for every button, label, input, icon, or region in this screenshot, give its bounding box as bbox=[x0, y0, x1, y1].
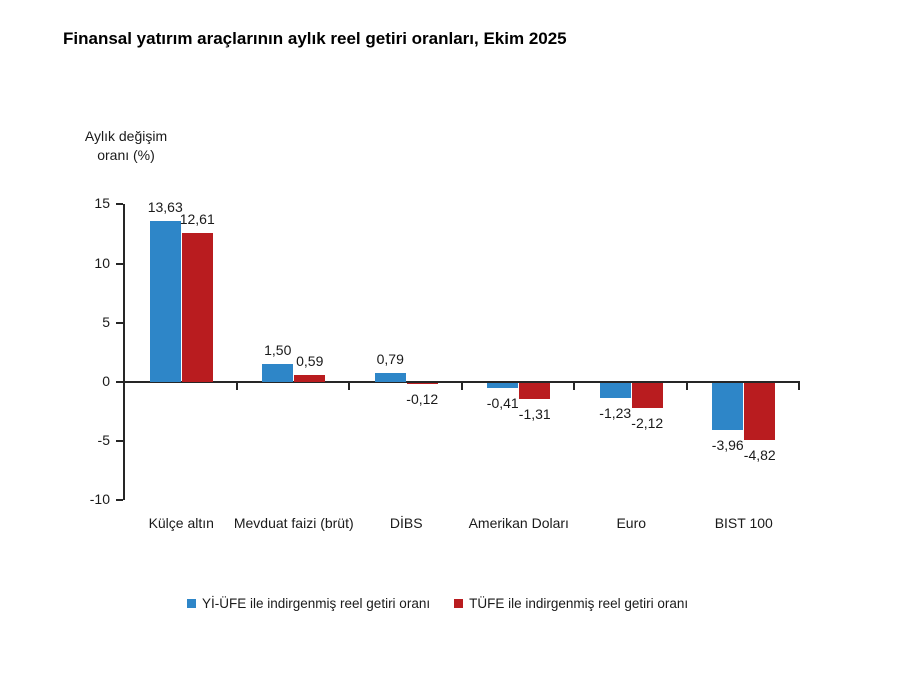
bar-tufe bbox=[406, 383, 438, 385]
x-axis-line bbox=[123, 381, 800, 383]
x-tick bbox=[573, 383, 575, 390]
y-tick bbox=[116, 321, 123, 324]
value-label: -1,23 bbox=[599, 404, 632, 421]
value-label: -0,41 bbox=[486, 394, 519, 411]
bar-tufe bbox=[181, 232, 213, 382]
y-axis-title-line2: oranı (%) bbox=[97, 147, 155, 163]
bar-tufe bbox=[294, 375, 326, 382]
x-tick bbox=[348, 383, 350, 390]
category-label: DİBS bbox=[389, 515, 423, 531]
x-tick bbox=[460, 383, 463, 390]
y-axis-title: Aylık değişim oranı (%) bbox=[82, 127, 170, 165]
bar-tufe bbox=[744, 383, 776, 441]
x-tick bbox=[235, 383, 238, 390]
y-tick-label: -5 bbox=[97, 432, 110, 449]
bar-yiufe bbox=[374, 372, 406, 382]
y-tick bbox=[116, 203, 123, 206]
bar-tufe bbox=[631, 383, 663, 409]
category-label: BIST 100 bbox=[714, 515, 773, 531]
value-label: -4,82 bbox=[743, 447, 776, 464]
y-tick-label: 10 bbox=[94, 254, 110, 271]
legend-label-tufe: TÜFE ile indirgenmiş reel getiri oranı bbox=[469, 596, 689, 611]
value-label: 0,59 bbox=[296, 353, 324, 369]
category-label: Euro bbox=[616, 515, 647, 531]
value-label: 0,79 bbox=[376, 350, 404, 367]
x-tick bbox=[685, 383, 688, 390]
category-label: Amerikan Doları bbox=[468, 515, 569, 531]
chart-title: Finansal yatırım araçlarının aylık reel … bbox=[63, 29, 567, 48]
value-label: -0,12 bbox=[406, 391, 439, 408]
category-label: Mevduat faizi (brüt) bbox=[233, 515, 354, 531]
legend-swatch-blue bbox=[187, 599, 196, 608]
x-tick bbox=[798, 383, 800, 390]
legend-label-yiufe: Yİ-ÜFE ile indirgenmiş reel getiri oranı bbox=[202, 596, 431, 611]
value-label: 12,61 bbox=[179, 210, 215, 227]
y-axis-line bbox=[123, 204, 125, 501]
y-axis-title-line1: Aylık değişim bbox=[84, 128, 168, 144]
bar-yiufe bbox=[487, 383, 519, 388]
y-tick-label: 5 bbox=[102, 313, 110, 330]
y-tick-label: 0 bbox=[102, 373, 110, 389]
y-tick bbox=[116, 262, 123, 265]
bar-yiufe bbox=[149, 220, 181, 382]
bar-yiufe bbox=[262, 364, 294, 382]
value-label: -3,96 bbox=[711, 436, 744, 453]
legend: Yİ-ÜFE ile indirgenmiş reel getiri oranı… bbox=[187, 596, 688, 611]
y-tick-label: 15 bbox=[94, 195, 110, 212]
y-tick-label: -10 bbox=[89, 491, 110, 508]
legend-item-yiufe: Yİ-ÜFE ile indirgenmiş reel getiri oranı bbox=[187, 596, 430, 611]
bar-yiufe bbox=[599, 383, 631, 398]
value-label: 13,63 bbox=[147, 198, 183, 215]
value-label: -2,12 bbox=[631, 415, 664, 432]
category-label: Külçe altın bbox=[148, 515, 214, 531]
legend-swatch-red bbox=[454, 599, 464, 608]
y-tick bbox=[116, 381, 123, 383]
bar-tufe bbox=[519, 383, 551, 399]
value-label: -1,31 bbox=[518, 405, 551, 422]
y-tick bbox=[116, 440, 123, 443]
y-tick bbox=[116, 499, 123, 502]
legend-item-tufe: TÜFE ile indirgenmiş reel getiri oranı bbox=[454, 596, 688, 611]
bar-yiufe bbox=[712, 383, 744, 430]
value-label: 1,50 bbox=[264, 342, 292, 359]
